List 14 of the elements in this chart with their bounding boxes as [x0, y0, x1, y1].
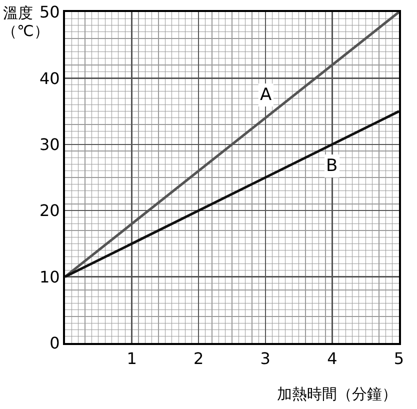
x-tick-label: 2 [194, 349, 204, 368]
x-tick-label: 4 [327, 349, 338, 368]
y-tick-label: 20 [39, 201, 60, 220]
y-tick-label: 10 [39, 267, 60, 286]
series-label: A [260, 85, 272, 105]
x-tick-label: 1 [126, 349, 137, 368]
y-tick-label: 50 [39, 2, 60, 22]
y-tick-label: 30 [39, 135, 60, 154]
y-tick-label: 40 [39, 68, 60, 88]
y-tick-label: 0 [50, 334, 60, 353]
x-tick-label: 5 [394, 349, 404, 368]
x-tick-label: 3 [260, 349, 270, 368]
series-label: B [326, 156, 338, 176]
x-axis-title: 加熱時間（分鐘） [277, 385, 397, 403]
